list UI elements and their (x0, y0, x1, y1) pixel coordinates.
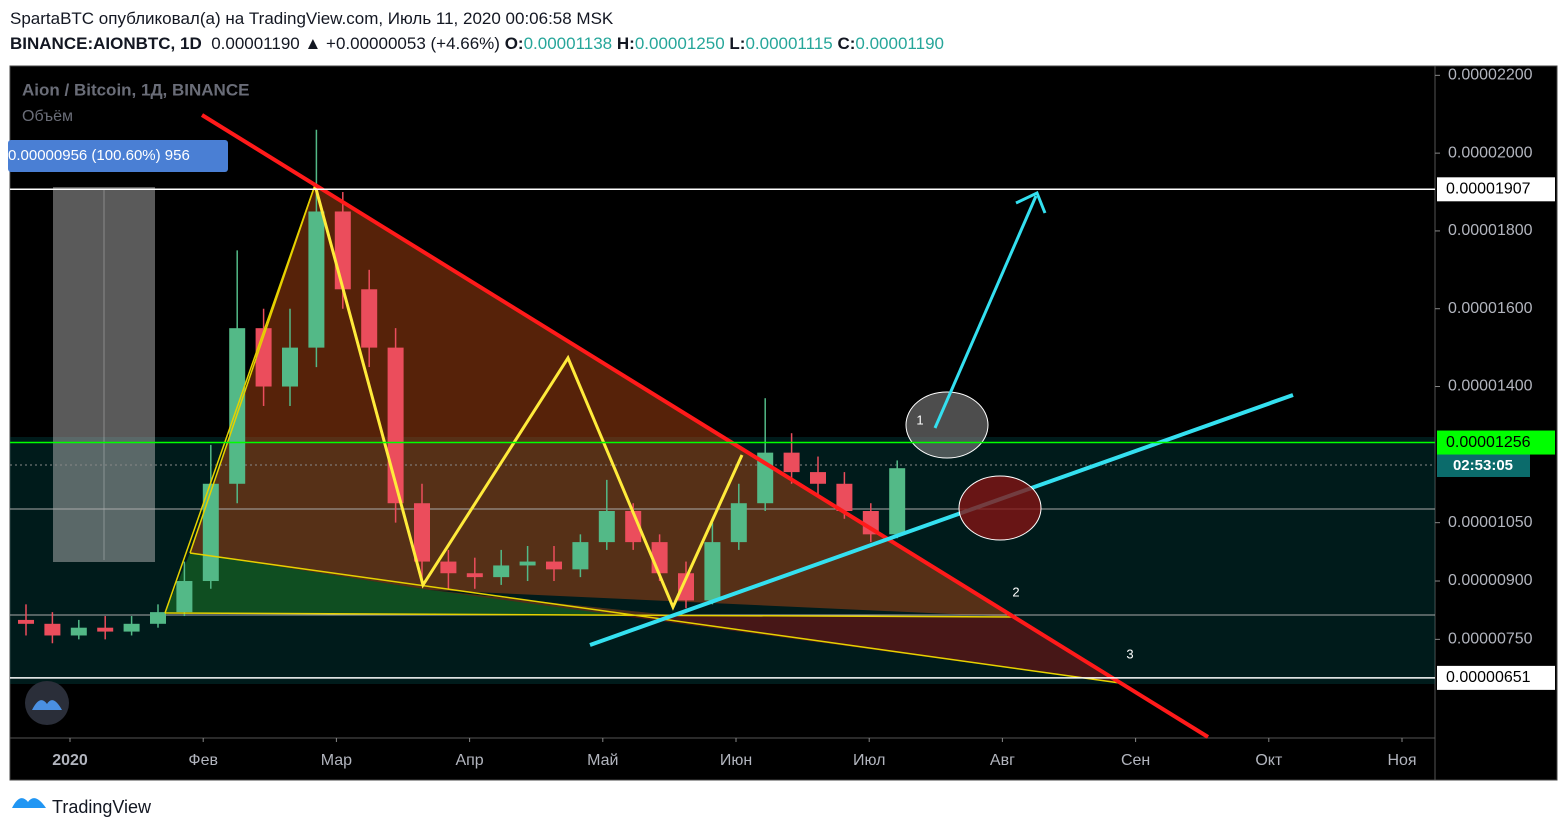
header: SpartaBTC опубликовал(а) на TradingView.… (10, 6, 944, 56)
measure-label-box (8, 140, 228, 172)
candle-body (308, 211, 325, 348)
candle-body (678, 573, 694, 601)
ohlc-label: C: (837, 34, 856, 53)
candle-body (836, 483, 853, 511)
candle-body (176, 581, 193, 613)
annotation: 3 (1126, 646, 1133, 661)
arrow-head (1015, 190, 1047, 214)
candle-body (493, 565, 510, 578)
chart-frame (9, 65, 1558, 781)
ohlc-value: 0.00001138 (523, 34, 613, 53)
x-tick-label: 2020 (52, 752, 88, 769)
countdown-box (1437, 454, 1530, 477)
measure-box (53, 187, 155, 562)
y-tick-label: 0.00000750 (1448, 631, 1533, 648)
candle-body (334, 211, 351, 290)
candle-body (889, 468, 906, 535)
volume-label: Объём (22, 108, 73, 125)
x-tick-label: Апр (455, 752, 483, 769)
candle-body (519, 561, 536, 566)
candle-body (704, 542, 721, 601)
ohlc-label: L: (729, 34, 746, 53)
x-tick-label: Окт (1255, 752, 1283, 769)
overlay (25, 113, 1294, 739)
footer-logo (12, 798, 46, 808)
candle-body (70, 627, 87, 636)
x-tick-label: Фев (188, 752, 218, 769)
change: ▲ +0.00000053 (+4.66%) (304, 34, 500, 53)
symbol: BINANCE:AIONBTC, 1D (10, 34, 202, 53)
price-label-box (1437, 665, 1555, 690)
candle-body (361, 289, 378, 348)
ellipse (958, 475, 1042, 541)
ellipse (905, 391, 989, 459)
y-tick-label: 0.00002200 (1448, 67, 1533, 84)
chart-title: Aion / Bitcoin, 1Д, BINANCE (22, 80, 249, 99)
candle-body (44, 623, 61, 636)
support-line (589, 393, 1294, 647)
y-tick-label: 0.00001800 (1448, 222, 1533, 239)
logo-badge (25, 681, 69, 725)
ohlc-label: H: (616, 34, 635, 53)
y-tick-label: 0.00002000 (1448, 144, 1533, 161)
candle-body (150, 612, 166, 624)
ohlc-label: O: (504, 34, 524, 53)
candle-body (598, 510, 615, 543)
annotation: 2 (1012, 584, 1019, 599)
candle-body (651, 542, 668, 574)
header-line: SpartaBTC опубликовал(а) на TradingView.… (10, 9, 614, 28)
x-tick-label: Ноя (1387, 752, 1416, 769)
price-label-box (1437, 177, 1555, 202)
candle-body (466, 573, 483, 578)
green-fill (165, 553, 670, 615)
x-tick-label: Июн (720, 752, 752, 769)
logo-icon (32, 700, 62, 710)
trend-line (189, 552, 1121, 684)
ohlc-value: 0.00001115 (745, 34, 833, 53)
candle-body (862, 510, 879, 535)
x-tick-label: Май (587, 752, 618, 769)
trend-line (164, 612, 1016, 618)
annotation: 1 (916, 412, 923, 427)
x-tick-label: Июл (853, 752, 885, 769)
arrow (933, 195, 1038, 429)
resistance-line (200, 113, 1210, 739)
x-tick-label: Мар (321, 752, 352, 769)
ohlc-value: 0.00001190 (855, 34, 944, 53)
candle-body (546, 561, 562, 570)
candle-body (730, 503, 747, 543)
candle-body (810, 472, 826, 484)
symbol-line: BINANCE:AIONBTC, 1D 0.00001190 ▲ +0.0000… (10, 31, 944, 56)
candle-body (440, 561, 457, 574)
price-label: 0.00001256 (1446, 434, 1531, 451)
countdown: 02:53:05 (1453, 457, 1513, 474)
candle-body (123, 623, 140, 632)
y-tick-label: 0.00001050 (1448, 514, 1533, 531)
candle-body (282, 347, 298, 387)
x-tick-label: Сен (1121, 752, 1150, 769)
candle-body (414, 503, 430, 562)
y-tick-label: 0.00001600 (1448, 300, 1533, 317)
trend-line (164, 184, 316, 614)
y-tick-label: 0.00001400 (1448, 378, 1533, 395)
measure-label: 0.00000956 (100.60%) 956 (8, 147, 190, 164)
price-label: 0.00001907 (1446, 181, 1531, 198)
zigzag (313, 184, 744, 611)
y-tick-label: 0.00000900 (1448, 572, 1533, 589)
candle-body (783, 452, 800, 473)
price-label: 0.00000651 (1446, 669, 1531, 686)
x-tick-label: Авг (990, 752, 1015, 769)
price-label-box (1437, 430, 1555, 455)
footer-brand: TradingView (52, 797, 152, 817)
candle-body (97, 627, 114, 632)
red-fill (430, 590, 1120, 683)
ohlc-value: 0.00001250 (634, 34, 725, 53)
candle-body (572, 542, 589, 570)
candle-body (18, 619, 34, 624)
last-price: 0.00001190 (211, 34, 300, 53)
